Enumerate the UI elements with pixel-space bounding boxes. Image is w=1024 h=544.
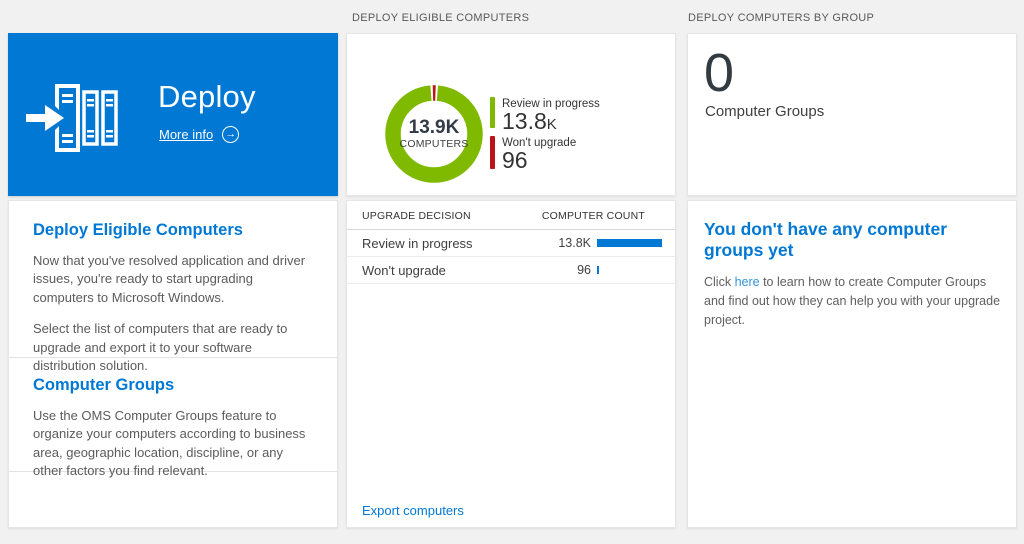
no-groups-heading: You don't have any computer groups yet (704, 219, 948, 260)
donut-chart-svg (385, 85, 483, 183)
no-groups-body: Click here to learn how to create Comput… (704, 273, 1004, 329)
legend-item-review-in-progress: Review in progress 13.8K (490, 97, 600, 133)
table-row[interactable]: Won't upgrade 96 (347, 257, 675, 284)
section-heading: Computer Groups (33, 376, 175, 394)
more-info-link[interactable]: More info → (159, 126, 240, 143)
legend-item-wont-upgrade: Won't upgrade 96 (490, 136, 600, 172)
eligible-computers-donut-card: 13.9K COMPUTERS Review in progress 13.8K… (346, 33, 676, 196)
header-deploy-eligible-computers: DEPLOY ELIGIBLE COMPUTERS (352, 12, 530, 24)
section-paragraph: Now that you've resolved application and… (33, 253, 306, 305)
row-count: 96 (577, 263, 591, 277)
body-text: Click (704, 275, 735, 289)
legend-value: 13.8 (502, 108, 547, 134)
deploy-tile[interactable]: Deploy More info → (8, 33, 338, 196)
deploy-info-panel: Deploy Eligible Computers Now that you'v… (8, 200, 338, 528)
row-count-bar (597, 266, 599, 274)
section-heading: Deploy Eligible Computers (33, 221, 243, 239)
tile-title: Deploy (158, 79, 256, 114)
here-link[interactable]: here (734, 275, 760, 289)
table-header-row: UPGRADE DECISION COMPUTER COUNT (347, 201, 675, 230)
row-count: 13.8K (558, 236, 591, 250)
body-text: to learn how to create Computer Groups a… (704, 275, 1001, 327)
column-header-upgrade-decision: UPGRADE DECISION (362, 210, 471, 222)
export-computers-link[interactable]: Export computers (362, 503, 464, 518)
legend-value: 96 (502, 147, 528, 173)
computer-groups-count: 0 (704, 43, 735, 103)
no-computer-groups-card: You don't have any computer groups yet C… (687, 200, 1017, 528)
arrow-right-circle-icon: → (222, 126, 240, 143)
section-paragraph: Select the list of computers that are re… (33, 321, 288, 374)
deploy-icon (26, 84, 118, 152)
header-deploy-computers-by-group: DEPLOY COMPUTERS BY GROUP (688, 12, 875, 24)
table-row[interactable]: Review in progress 13.8K (347, 230, 675, 257)
section-deploy-eligible-computers: Deploy Eligible Computers Now that you'v… (9, 201, 337, 373)
upgrade-decision-table-card: UPGRADE DECISION COMPUTER COUNT Review i… (346, 200, 676, 528)
computer-groups-count-card: 0 Computer Groups (687, 33, 1017, 196)
donut-legend: Review in progress 13.8K Won't upgrade 9… (490, 97, 600, 175)
row-label: Review in progress (362, 235, 473, 251)
computer-groups-count-label: Computer Groups (705, 103, 825, 120)
section-computer-groups: Computer Groups Use the OMS Computer Gro… (9, 358, 337, 478)
row-label: Won't upgrade (362, 262, 446, 278)
legend-label: Won't upgrade (502, 137, 577, 149)
legend-value-suffix: K (546, 116, 557, 133)
row-count-bar (597, 239, 662, 247)
section-paragraph: Use the OMS Computer Groups feature to o… (33, 408, 306, 479)
legend-label: Review in progress (502, 98, 600, 110)
legend-swatch-red (490, 136, 495, 169)
donut-chart[interactable]: 13.9K COMPUTERS (385, 85, 483, 183)
column-header-computer-count: COMPUTER COUNT (541, 210, 645, 222)
more-info-label: More info (159, 127, 214, 142)
legend-swatch-green (490, 97, 495, 128)
